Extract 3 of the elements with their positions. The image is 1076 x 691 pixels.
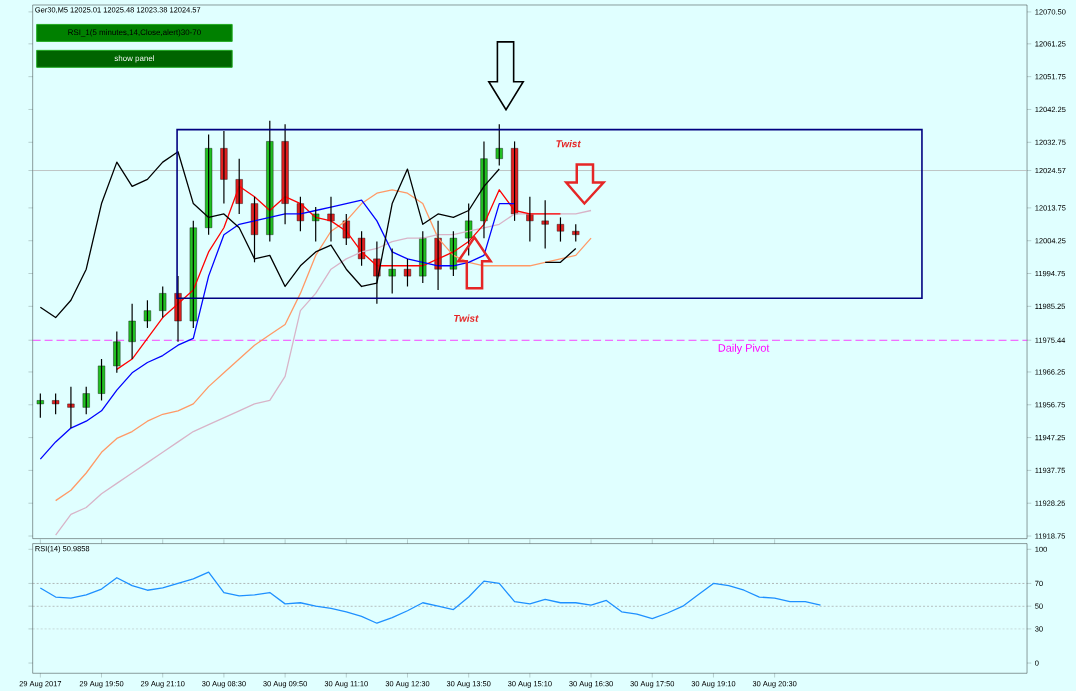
- ref-line-label: Daily Pivot: [718, 343, 770, 354]
- annotation: Twist: [556, 139, 582, 148]
- annotation: Twist: [454, 314, 479, 322]
